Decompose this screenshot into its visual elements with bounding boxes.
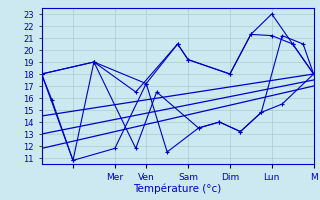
X-axis label: Température (°c): Température (°c) xyxy=(133,183,222,194)
